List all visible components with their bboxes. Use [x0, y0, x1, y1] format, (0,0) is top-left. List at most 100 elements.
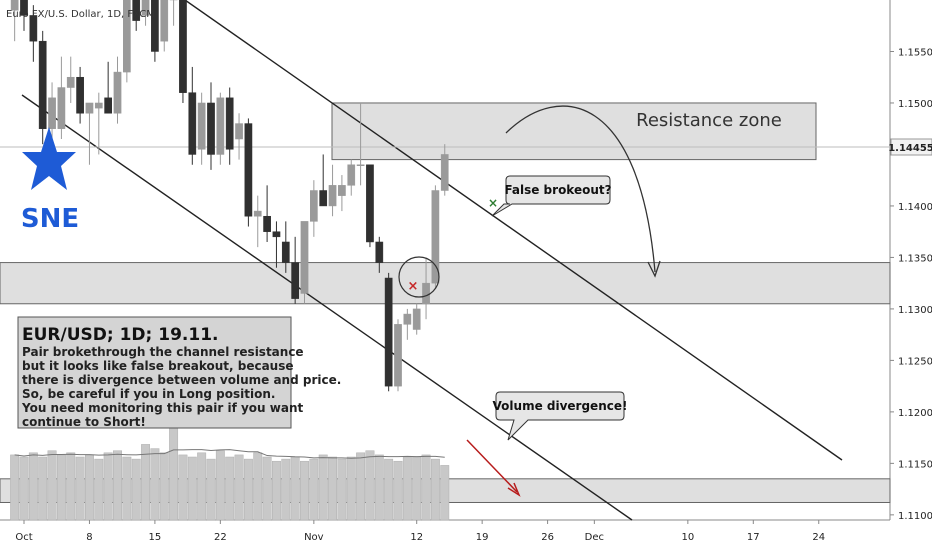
candle-body: [48, 97, 56, 129]
price-tick-label: 1.15500: [898, 47, 932, 58]
candle-body: [310, 190, 318, 222]
candle-body: [85, 102, 94, 114]
candle-body: [20, 0, 28, 16]
candle-up: [235, 113, 243, 160]
volume-bar: [131, 458, 141, 521]
price-tick-label: 1.11000: [898, 511, 932, 522]
volume-bar: [309, 458, 319, 521]
candle-body: [253, 210, 262, 217]
volume-bar: [300, 460, 309, 521]
symbol-title: Euro FX/U.S. Dollar, 1D, FXCM: [6, 9, 155, 20]
candle-down: [272, 221, 281, 268]
resistance-zone-label: Resistance zone: [636, 110, 782, 131]
time-tick-label: Oct: [15, 532, 32, 543]
candle-body: [356, 164, 365, 167]
candle-body: [123, 0, 131, 73]
candle-down: [179, 0, 187, 103]
candle-body: [244, 123, 253, 217]
divergence-arrow: [466, 439, 518, 493]
analysis-line-2: but it looks like false breakout, becaus…: [22, 359, 294, 373]
volume-bar: [262, 456, 272, 521]
volume-bar: [187, 456, 197, 521]
price-tick-label: 1.11500: [898, 459, 932, 470]
candle-body: [188, 92, 197, 155]
volume-bar: [150, 448, 160, 521]
volume-bar: [206, 458, 216, 521]
candle-down: [244, 118, 253, 227]
time-tick-label: 10: [681, 532, 694, 543]
breakout-circle: [398, 256, 440, 298]
volume-bar: [215, 450, 225, 521]
candle-body: [38, 40, 47, 129]
candle-down: [207, 82, 215, 170]
candle-up: [66, 56, 75, 103]
candle-body: [384, 277, 393, 387]
candle-body: [66, 76, 75, 88]
candle-down: [225, 87, 234, 165]
candle-up: [394, 319, 402, 392]
candle-down: [188, 66, 197, 165]
volume-bar: [440, 465, 450, 521]
candle-body: [338, 185, 346, 196]
price-axis-ticks: 1.15500 1.15000 1.14000 1.13500 1.13000 1.125…: [890, 47, 932, 522]
candle-body: [412, 308, 421, 330]
volume-bar: [178, 454, 188, 521]
candle-up: [48, 82, 56, 140]
candle-body: [281, 241, 290, 263]
analysis-line-6: continue to Short!: [22, 415, 146, 429]
candle-body: [197, 102, 206, 150]
volume-bar: [402, 456, 412, 521]
volume-bar: [234, 454, 244, 521]
volume-bar: [365, 450, 375, 521]
projection-arrow-head: [647, 260, 661, 278]
candle-body: [76, 76, 84, 114]
price-tick-label: 1.13500: [898, 253, 932, 264]
analysis-heading: EUR/USD; 1D; 19.11.: [22, 325, 218, 345]
volume-bar: [94, 458, 104, 521]
projection-arrow: [505, 105, 656, 273]
candle-up: [141, 0, 150, 26]
time-tick-label: 15: [149, 532, 162, 543]
candle-up: [338, 175, 346, 212]
volume-bar: [290, 456, 300, 521]
candle-up: [440, 144, 449, 196]
time-tick-label: 26: [541, 532, 554, 543]
volume-bar: [113, 450, 122, 521]
candle-down: [384, 272, 393, 392]
candle-down: [132, 0, 141, 31]
volume-bar: [328, 456, 338, 521]
volume-bar: [85, 454, 94, 521]
candle-body: [179, 0, 187, 93]
volume-ma-line: [14, 449, 445, 459]
star-icon: [22, 127, 76, 190]
price-tick-label: 1.13000: [898, 305, 932, 316]
green-x-marker: ×: [488, 196, 498, 210]
candle-body: [141, 0, 150, 16]
time-axis-ticks: Oct 8 15 22 Nov 12 19 26 Dec 10 17 24: [15, 520, 825, 543]
candle-body: [366, 164, 374, 243]
candle-body: [207, 102, 215, 155]
volume-layer: [10, 418, 450, 521]
candle-down: [291, 236, 299, 304]
last-price-tag-label: 1.14455: [888, 143, 932, 154]
candle-up: [113, 56, 122, 124]
volume-bar: [169, 418, 179, 521]
candle-body: [132, 0, 141, 21]
time-tick-label: Nov: [304, 532, 324, 543]
time-tick-label: 12: [410, 532, 423, 543]
candle-body: [300, 221, 309, 294]
brand-text: SNE: [21, 204, 79, 234]
volume-divergence-callout: Volume divergence!: [493, 391, 627, 441]
candle-up: [94, 92, 103, 155]
volume-bar: [10, 454, 20, 521]
time-tick-label: 8: [86, 532, 92, 543]
candles-layer: [10, 0, 449, 392]
candle-body: [328, 185, 337, 207]
candle-up: [328, 164, 337, 217]
analysis-line-4: So, be careful if you in Long position.: [22, 387, 275, 401]
volume-bar: [346, 456, 356, 521]
volume-bar: [38, 456, 48, 521]
volume-bar: [384, 458, 394, 521]
candle-body: [431, 190, 440, 284]
candle-body: [151, 0, 159, 52]
